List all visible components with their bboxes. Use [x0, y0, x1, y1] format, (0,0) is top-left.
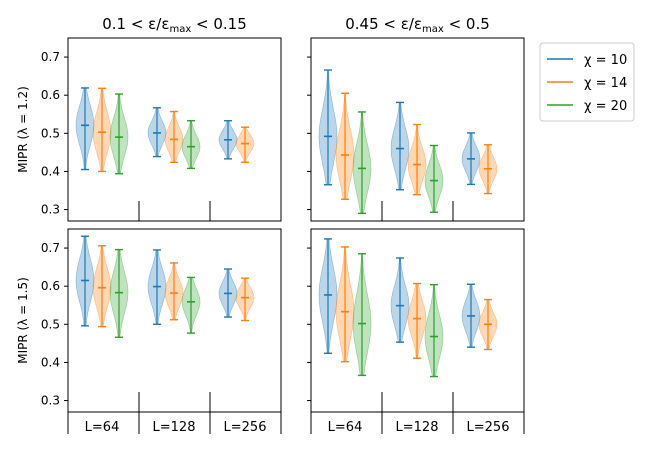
y-tick-label: 0.7 — [41, 241, 60, 255]
panel-frame — [67, 228, 282, 413]
group-label: L=128 — [153, 420, 196, 435]
y-tick-label: 0.6 — [41, 88, 60, 102]
row-y-label: MIPR (λ = 1.2) — [16, 86, 30, 173]
panels: 0.30.40.50.60.70.30.40.50.60.7L=64 L=128 L… — [41, 37, 525, 435]
legend-label: χ = 20 — [584, 99, 627, 114]
group-label: L=256 — [467, 420, 510, 435]
legend-label: χ = 10 — [584, 53, 627, 68]
panel-r1-c0: 0.3 0.4 0.5 0.6 0.7 L=64 L=128 L=256 — [41, 228, 282, 435]
legend-label: χ = 14 — [584, 76, 627, 91]
y-tick-label: 0.4 — [41, 164, 60, 178]
column-title: 0.45 < ε/εmax < 0.5 — [345, 15, 490, 35]
y-tick-label: 0.7 — [41, 50, 60, 64]
group-label: L=64 — [328, 420, 363, 435]
group-label: L=256 — [224, 420, 267, 435]
panel-frame — [310, 228, 525, 413]
legend: χ = 10 χ = 14 χ = 20 — [539, 42, 635, 122]
y-tick-label: 0.5 — [41, 126, 60, 140]
panel-r0-c1 — [307, 37, 525, 222]
y-tick-label: 0.4 — [41, 355, 60, 369]
group-label: L=128 — [396, 420, 439, 435]
panel-frame — [67, 37, 282, 222]
y-tick-label: 0.3 — [41, 203, 60, 217]
panel-frame — [310, 37, 525, 222]
panel-r0-c0: 0.3 0.4 0.5 0.6 0.7 — [41, 37, 282, 222]
row-y-label: MIPR (λ = 1.5) — [16, 277, 30, 364]
column-titles: 0.1 < ε/εmax < 0.15 0.45 < ε/εmax < 0.5 — [102, 15, 490, 35]
y-tick-label: 0.5 — [41, 317, 60, 331]
y-tick-label: 0.6 — [41, 279, 60, 293]
legend-box — [539, 42, 635, 122]
y-tick-label: 0.3 — [41, 394, 60, 408]
panel-r1-c1: L=64 L=128 L=256 — [307, 228, 525, 435]
group-label: L=64 — [85, 420, 120, 435]
column-title: 0.1 < ε/εmax < 0.15 — [102, 15, 247, 35]
y-axis-labels: MIPR (λ = 1.2) MIPR (λ = 1.5) — [16, 86, 30, 364]
